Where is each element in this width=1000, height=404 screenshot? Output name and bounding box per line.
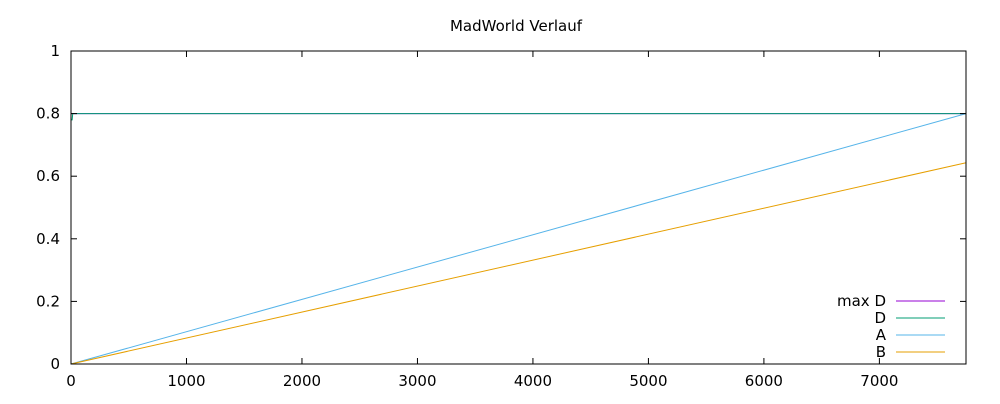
x-tick-label: 5000 (629, 372, 667, 390)
series-line-d (71, 113, 966, 121)
x-tick-label: 7000 (860, 372, 898, 390)
legend-label: D (874, 309, 886, 327)
x-tick-label: 6000 (745, 372, 783, 390)
y-tick-label: 0.4 (36, 230, 60, 248)
series-layer (70, 113, 967, 365)
x-tick-label: 4000 (514, 372, 552, 390)
chart-title: MadWorld Verlauf (450, 17, 583, 35)
x-tick-label: 1000 (167, 372, 205, 390)
y-tick-label: 0.2 (36, 292, 60, 310)
y-tick-label: 1 (50, 42, 60, 60)
plot-border (70, 50, 967, 365)
x-tick-label: 2000 (283, 372, 321, 390)
legend-label: B (876, 343, 886, 361)
x-tick-label: 0 (66, 372, 76, 390)
y-tick-label: 0.6 (36, 167, 60, 185)
x-tick-label: 3000 (398, 372, 436, 390)
y-tick-label: 0 (50, 355, 60, 373)
series-line-b (70, 162, 967, 365)
y-tick-label: 0.8 (36, 105, 60, 123)
legend-label: A (876, 326, 887, 344)
legend-label: max D (837, 292, 886, 310)
series-line-a (70, 113, 967, 365)
axes-layer: 0 1000 2000 3000 4000 5000 6000 7000 0 0.2 0.4 0.6 0… (36, 42, 967, 390)
